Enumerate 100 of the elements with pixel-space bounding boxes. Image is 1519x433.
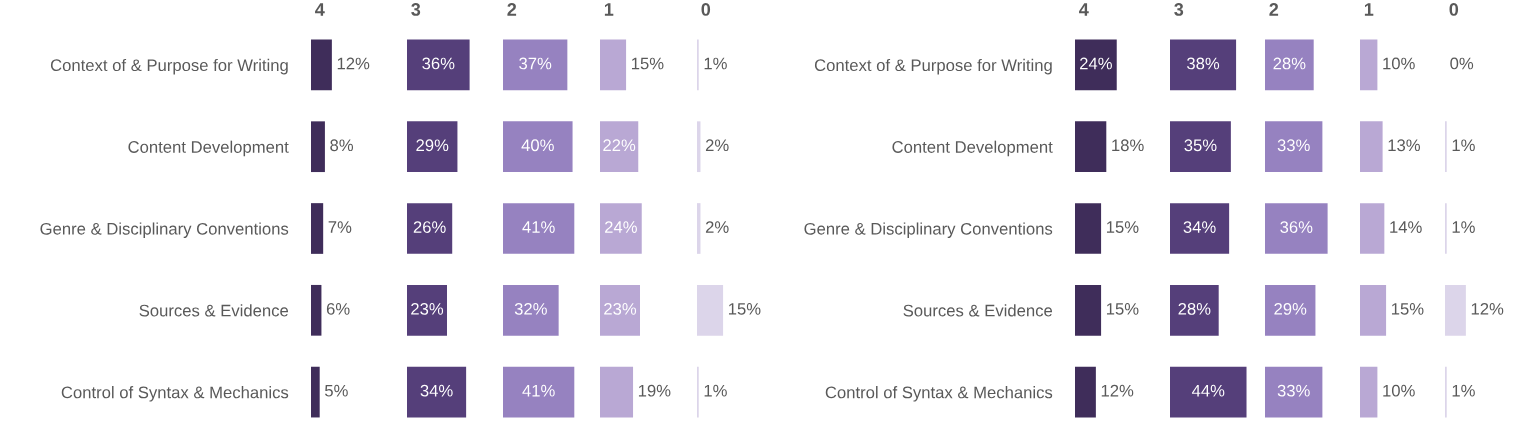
- data-label: 8%: [330, 139, 354, 152]
- data-label: 15%: [1391, 303, 1424, 315]
- y-tick-label: Genre & Disciplinary Conventions: [40, 222, 289, 238]
- bar: [600, 39, 627, 91]
- data-label: 41%: [522, 221, 555, 233]
- data-label: 10%: [1383, 57, 1415, 70]
- bar: [503, 121, 573, 173]
- bar: [407, 39, 470, 91]
- data-label: 7%: [328, 221, 352, 233]
- data-label: 18%: [1112, 139, 1144, 152]
- bar: [311, 366, 320, 418]
- chart-title: 4: [315, 3, 325, 16]
- data-label: 0%: [1450, 57, 1474, 70]
- data-label: 28%: [1178, 302, 1211, 315]
- bar: [1360, 366, 1378, 418]
- data-label: 34%: [1183, 221, 1216, 233]
- bar: [407, 366, 467, 418]
- data-label: 22%: [603, 139, 636, 152]
- data-label: 35%: [1184, 139, 1217, 152]
- data-label: 10%: [1383, 384, 1415, 397]
- data-label: 33%: [1277, 139, 1310, 152]
- bar: [311, 121, 325, 173]
- chart-title: 0: [701, 3, 711, 16]
- data-label: 29%: [1274, 302, 1307, 315]
- data-label: 12%: [1101, 384, 1134, 397]
- chart-title: 3: [411, 3, 421, 16]
- chart-title: 4: [1079, 3, 1089, 16]
- data-label: 15%: [631, 57, 664, 70]
- bar: [1170, 203, 1230, 254]
- bar: [407, 203, 453, 254]
- data-label: 38%: [1187, 57, 1220, 70]
- y-tick-label: Context of & Purpose for Writing: [50, 58, 288, 75]
- bar: [600, 121, 639, 173]
- y-tick-label: Sources & Evidence: [139, 304, 289, 317]
- data-label: 1%: [1452, 384, 1475, 397]
- data-label: 19%: [638, 384, 671, 397]
- bar: [1265, 39, 1314, 91]
- data-label: 37%: [519, 57, 552, 70]
- data-label: 12%: [337, 57, 370, 70]
- chart-title: 2: [1269, 3, 1279, 16]
- data-label: 24%: [605, 221, 637, 233]
- bar: [311, 203, 324, 254]
- chart-title: 1: [604, 3, 614, 16]
- bar: [1360, 121, 1383, 173]
- data-label: 36%: [422, 57, 455, 70]
- bar: [503, 366, 575, 418]
- data-label: 23%: [411, 302, 444, 315]
- bar: [600, 203, 642, 254]
- bar: [600, 284, 640, 336]
- data-label: 34%: [420, 384, 453, 397]
- data-label: 15%: [728, 303, 761, 315]
- bar: [407, 121, 458, 173]
- data-label: 41%: [522, 384, 555, 397]
- chart-title: 0: [1449, 3, 1459, 16]
- bar: [1360, 203, 1385, 254]
- bar: [1265, 203, 1328, 254]
- data-label: 1%: [704, 384, 727, 397]
- bar: [1265, 284, 1316, 336]
- bar: [600, 366, 634, 418]
- data-label: 2%: [705, 221, 729, 233]
- bar: [503, 284, 559, 336]
- data-label: 40%: [521, 139, 554, 152]
- bar: [1170, 39, 1237, 91]
- data-label: 5%: [324, 384, 348, 397]
- y-tick-label: Sources & Evidence: [903, 304, 1053, 317]
- data-label: 28%: [1273, 57, 1306, 70]
- data-label: 2%: [705, 139, 729, 152]
- bar: [503, 39, 568, 91]
- bar: [311, 284, 322, 336]
- data-label: 6%: [326, 302, 350, 315]
- data-label: 1%: [1452, 221, 1475, 233]
- bar: [1170, 121, 1231, 173]
- bar: [1075, 366, 1096, 418]
- data-label: 29%: [416, 139, 449, 152]
- y-tick-label: Control of Syntax & Mechanics: [825, 386, 1053, 402]
- bar: [1265, 121, 1323, 173]
- data-label: 1%: [704, 57, 727, 70]
- data-label: 15%: [1106, 221, 1139, 233]
- bar: [1360, 39, 1378, 91]
- bar: [1075, 39, 1117, 91]
- bar: [503, 203, 575, 254]
- y-tick-label: Control of Syntax & Mechanics: [61, 386, 289, 402]
- bar: [1170, 284, 1219, 336]
- data-label: 26%: [413, 221, 446, 233]
- y-tick-label: Content Development: [128, 140, 289, 157]
- data-label: 14%: [1390, 221, 1422, 233]
- data-label: 36%: [1280, 221, 1313, 233]
- data-label: 24%: [1080, 57, 1112, 70]
- data-label: 23%: [604, 302, 637, 315]
- data-label: 1%: [1452, 139, 1475, 152]
- chart-title: 3: [1174, 3, 1184, 16]
- y-tick-label: Content Development: [892, 140, 1053, 157]
- bar: [1170, 366, 1247, 418]
- data-label: 13%: [1388, 139, 1420, 152]
- bar: [1265, 366, 1323, 418]
- data-label: 44%: [1191, 384, 1225, 397]
- chart-title: 1: [1364, 3, 1374, 16]
- data-label: 32%: [514, 302, 547, 315]
- bar: [1075, 121, 1107, 173]
- y-tick-label: Genre & Disciplinary Conventions: [804, 222, 1053, 238]
